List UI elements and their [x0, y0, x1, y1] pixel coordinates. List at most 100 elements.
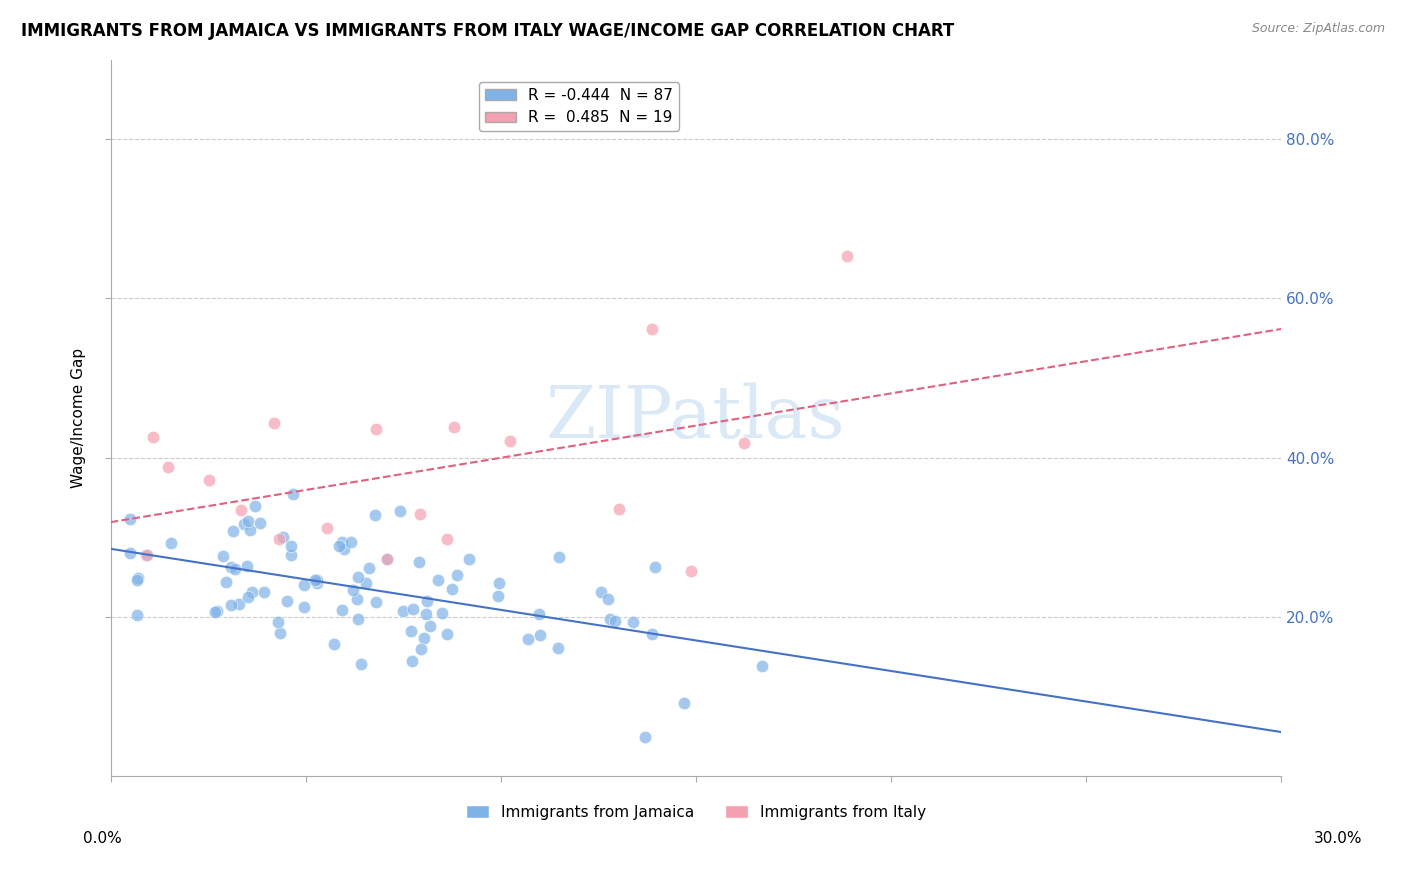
Point: [427, 573, 450, 587]
Point: [458, 551, 481, 566]
Point: [440, 582, 463, 597]
Point: [342, 583, 364, 598]
Point: [221, 598, 243, 612]
Point: [236, 590, 259, 604]
Point: [359, 561, 381, 575]
Point: [446, 567, 468, 582]
Point: [221, 560, 243, 574]
Point: [346, 570, 368, 584]
Point: [197, 473, 219, 487]
Point: [499, 434, 522, 448]
Point: [212, 549, 235, 563]
Point: [375, 551, 398, 566]
Point: [681, 564, 703, 578]
Point: [160, 536, 183, 550]
Point: [366, 595, 388, 609]
Point: [249, 516, 271, 530]
Point: [436, 532, 458, 546]
Point: [733, 436, 755, 450]
Point: [280, 548, 302, 562]
Point: [267, 615, 290, 629]
Point: [263, 417, 285, 431]
Point: [222, 524, 245, 538]
Point: [364, 508, 387, 523]
Point: [127, 571, 149, 585]
Point: [591, 585, 613, 599]
Point: [599, 612, 621, 626]
Point: [233, 517, 256, 532]
Point: [389, 503, 412, 517]
Point: [135, 549, 157, 563]
Text: 30.0%: 30.0%: [1315, 831, 1362, 846]
Point: [641, 322, 664, 336]
Point: [269, 625, 291, 640]
Point: [316, 521, 339, 535]
Point: [224, 561, 246, 575]
Point: [672, 696, 695, 710]
Point: [399, 624, 422, 639]
Point: [350, 657, 373, 672]
Point: [239, 523, 262, 537]
Point: [323, 637, 346, 651]
Point: [271, 530, 294, 544]
Point: [292, 600, 315, 615]
Point: [118, 546, 141, 560]
Point: [346, 612, 368, 626]
Point: [340, 535, 363, 549]
Point: [751, 659, 773, 673]
Point: [346, 592, 368, 607]
Point: [443, 420, 465, 434]
Point: [215, 575, 238, 590]
Point: [640, 626, 662, 640]
Point: [603, 614, 626, 628]
Point: [392, 604, 415, 618]
Point: [125, 573, 148, 587]
Point: [486, 589, 509, 603]
Point: [430, 606, 453, 620]
Point: [240, 585, 263, 599]
Point: [436, 627, 458, 641]
Point: [607, 501, 630, 516]
Y-axis label: Wage/Income Gap: Wage/Income Gap: [72, 348, 86, 488]
Point: [307, 576, 329, 591]
Point: [419, 619, 441, 633]
Point: [267, 532, 290, 546]
Point: [488, 576, 510, 591]
Point: [415, 607, 437, 621]
Point: [644, 560, 666, 574]
Point: [142, 430, 165, 444]
Point: [598, 592, 620, 607]
Point: [408, 556, 430, 570]
Point: [204, 605, 226, 619]
Text: Source: ZipAtlas.com: Source: ZipAtlas.com: [1251, 22, 1385, 36]
Point: [412, 631, 434, 645]
Point: [366, 422, 388, 436]
Point: [236, 559, 259, 574]
Point: [527, 607, 550, 621]
Text: 0.0%: 0.0%: [83, 831, 122, 846]
Point: [238, 514, 260, 528]
Point: [408, 507, 430, 521]
Point: [330, 603, 353, 617]
Point: [157, 460, 180, 475]
Point: [333, 541, 356, 556]
Point: [243, 500, 266, 514]
Point: [328, 539, 350, 553]
Text: IMMIGRANTS FROM JAMAICA VS IMMIGRANTS FROM ITALY WAGE/INCOME GAP CORRELATION CHA: IMMIGRANTS FROM JAMAICA VS IMMIGRANTS FR…: [21, 22, 955, 40]
Point: [401, 654, 423, 668]
Point: [280, 539, 302, 553]
Point: [253, 584, 276, 599]
Point: [411, 642, 433, 657]
Point: [402, 601, 425, 615]
Point: [292, 578, 315, 592]
Point: [231, 503, 253, 517]
Point: [354, 576, 377, 591]
Point: [207, 603, 229, 617]
Point: [304, 573, 326, 587]
Point: [305, 573, 328, 587]
Point: [529, 628, 551, 642]
Point: [375, 552, 398, 566]
Point: [330, 535, 353, 549]
Point: [125, 608, 148, 623]
Point: [118, 511, 141, 525]
